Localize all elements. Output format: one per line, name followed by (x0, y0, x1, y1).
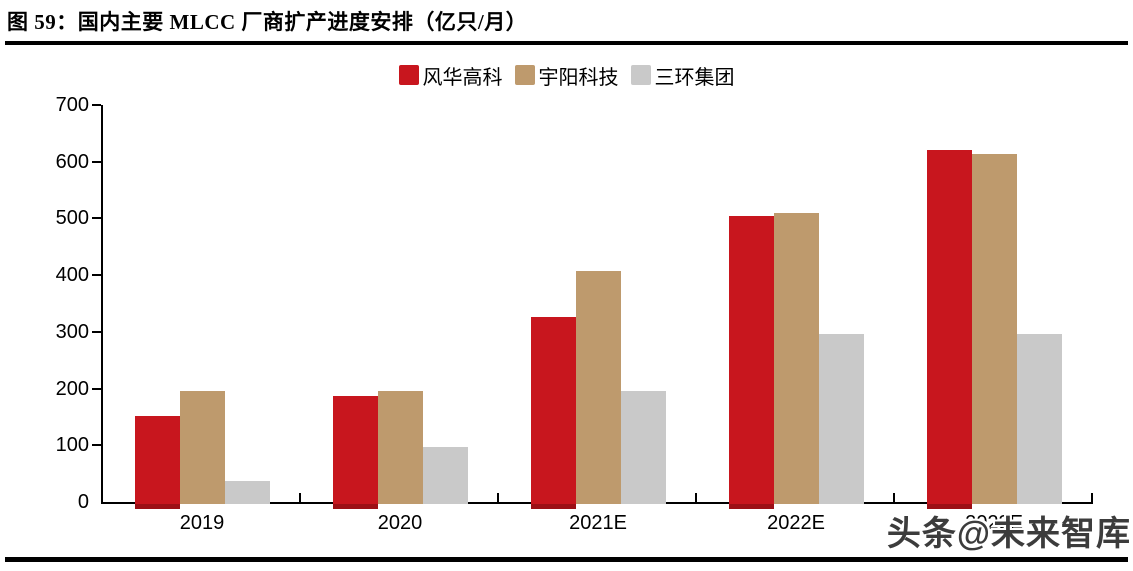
y-axis-tick (92, 104, 101, 106)
legend: 风华高科 宇阳科技 三环集团 (0, 61, 1133, 90)
legend-item-fenghua: 风华高科 (398, 61, 503, 90)
bar-group (499, 105, 697, 509)
legend-swatch-fenghua (398, 65, 419, 85)
y-axis-tick (92, 160, 101, 163)
legend-swatch-sanhuan (630, 65, 651, 85)
plot-area (92, 104, 1093, 509)
top-divider (5, 41, 1128, 45)
legend-label: 三环集团 (654, 66, 735, 89)
x-axis-tick (299, 493, 301, 502)
y-axis-label: 300 (55, 320, 89, 343)
bar-group (895, 105, 1093, 509)
y-axis-tick (92, 387, 101, 390)
y-axis-tick (92, 330, 101, 333)
bar-base-overflow (530, 504, 576, 509)
y-axis-label: 400 (55, 264, 89, 287)
bar-yuyang (179, 390, 225, 504)
bar-sanhuan (422, 447, 468, 504)
bar-base-overflow (926, 504, 972, 509)
x-axis-tick (893, 493, 895, 502)
bar-base-overflow (134, 504, 180, 509)
bar-sanhuan (1016, 333, 1062, 504)
y-axis-tick (92, 217, 101, 220)
x-axis-tick (1091, 493, 1093, 502)
bar-yuyang (575, 271, 621, 504)
bar-yuyang (773, 213, 819, 504)
legend-label: 风华高科 (422, 66, 503, 89)
y-axis-label: 600 (55, 150, 89, 173)
x-axis-tick (497, 493, 499, 502)
x-axis-label: 2022E (767, 512, 825, 534)
bar-sanhuan (818, 333, 864, 504)
bar-base-overflow (728, 504, 774, 509)
watermark: 头条@未来智库 (886, 515, 1131, 553)
figure-title: 图 59：国内主要 MLCC 厂商扩产进度安排（亿只/月） (7, 10, 528, 34)
legend-label: 宇阳科技 (538, 66, 619, 89)
bar-fenghua (530, 316, 576, 509)
bar-fenghua (728, 215, 774, 509)
y-axis-label: 700 (55, 94, 89, 116)
y-axis-tick (92, 274, 101, 277)
bar-group (301, 105, 499, 509)
bar-fenghua (332, 396, 378, 509)
y-axis-label: 200 (55, 377, 89, 400)
y-axis-tick (92, 444, 101, 447)
x-axis-label: 2019 (179, 512, 225, 534)
bar-sanhuan (620, 390, 666, 504)
bar-base-overflow (332, 504, 378, 509)
x-axis-label: 2023E (965, 512, 1023, 534)
x-axis-label: 2021E (569, 512, 627, 534)
bar-group (697, 105, 895, 509)
legend-item-sanhuan: 三环集团 (630, 61, 735, 90)
bar-yuyang (377, 390, 423, 504)
y-axis-label: 0 (77, 491, 89, 513)
bar-fenghua (926, 149, 972, 509)
bar-yuyang (971, 154, 1017, 504)
y-axis-label: 100 (55, 434, 89, 457)
legend-item-yuyang: 宇阳科技 (514, 61, 619, 90)
y-axis-label: 500 (55, 207, 89, 230)
bottom-divider (5, 557, 1128, 562)
legend-swatch-yuyang (514, 65, 535, 85)
bar-group (103, 105, 301, 509)
bar-fenghua (134, 416, 180, 509)
x-axis-label: 2020 (377, 512, 423, 534)
x-axis-tick (695, 493, 697, 502)
bar-sanhuan (224, 481, 270, 504)
